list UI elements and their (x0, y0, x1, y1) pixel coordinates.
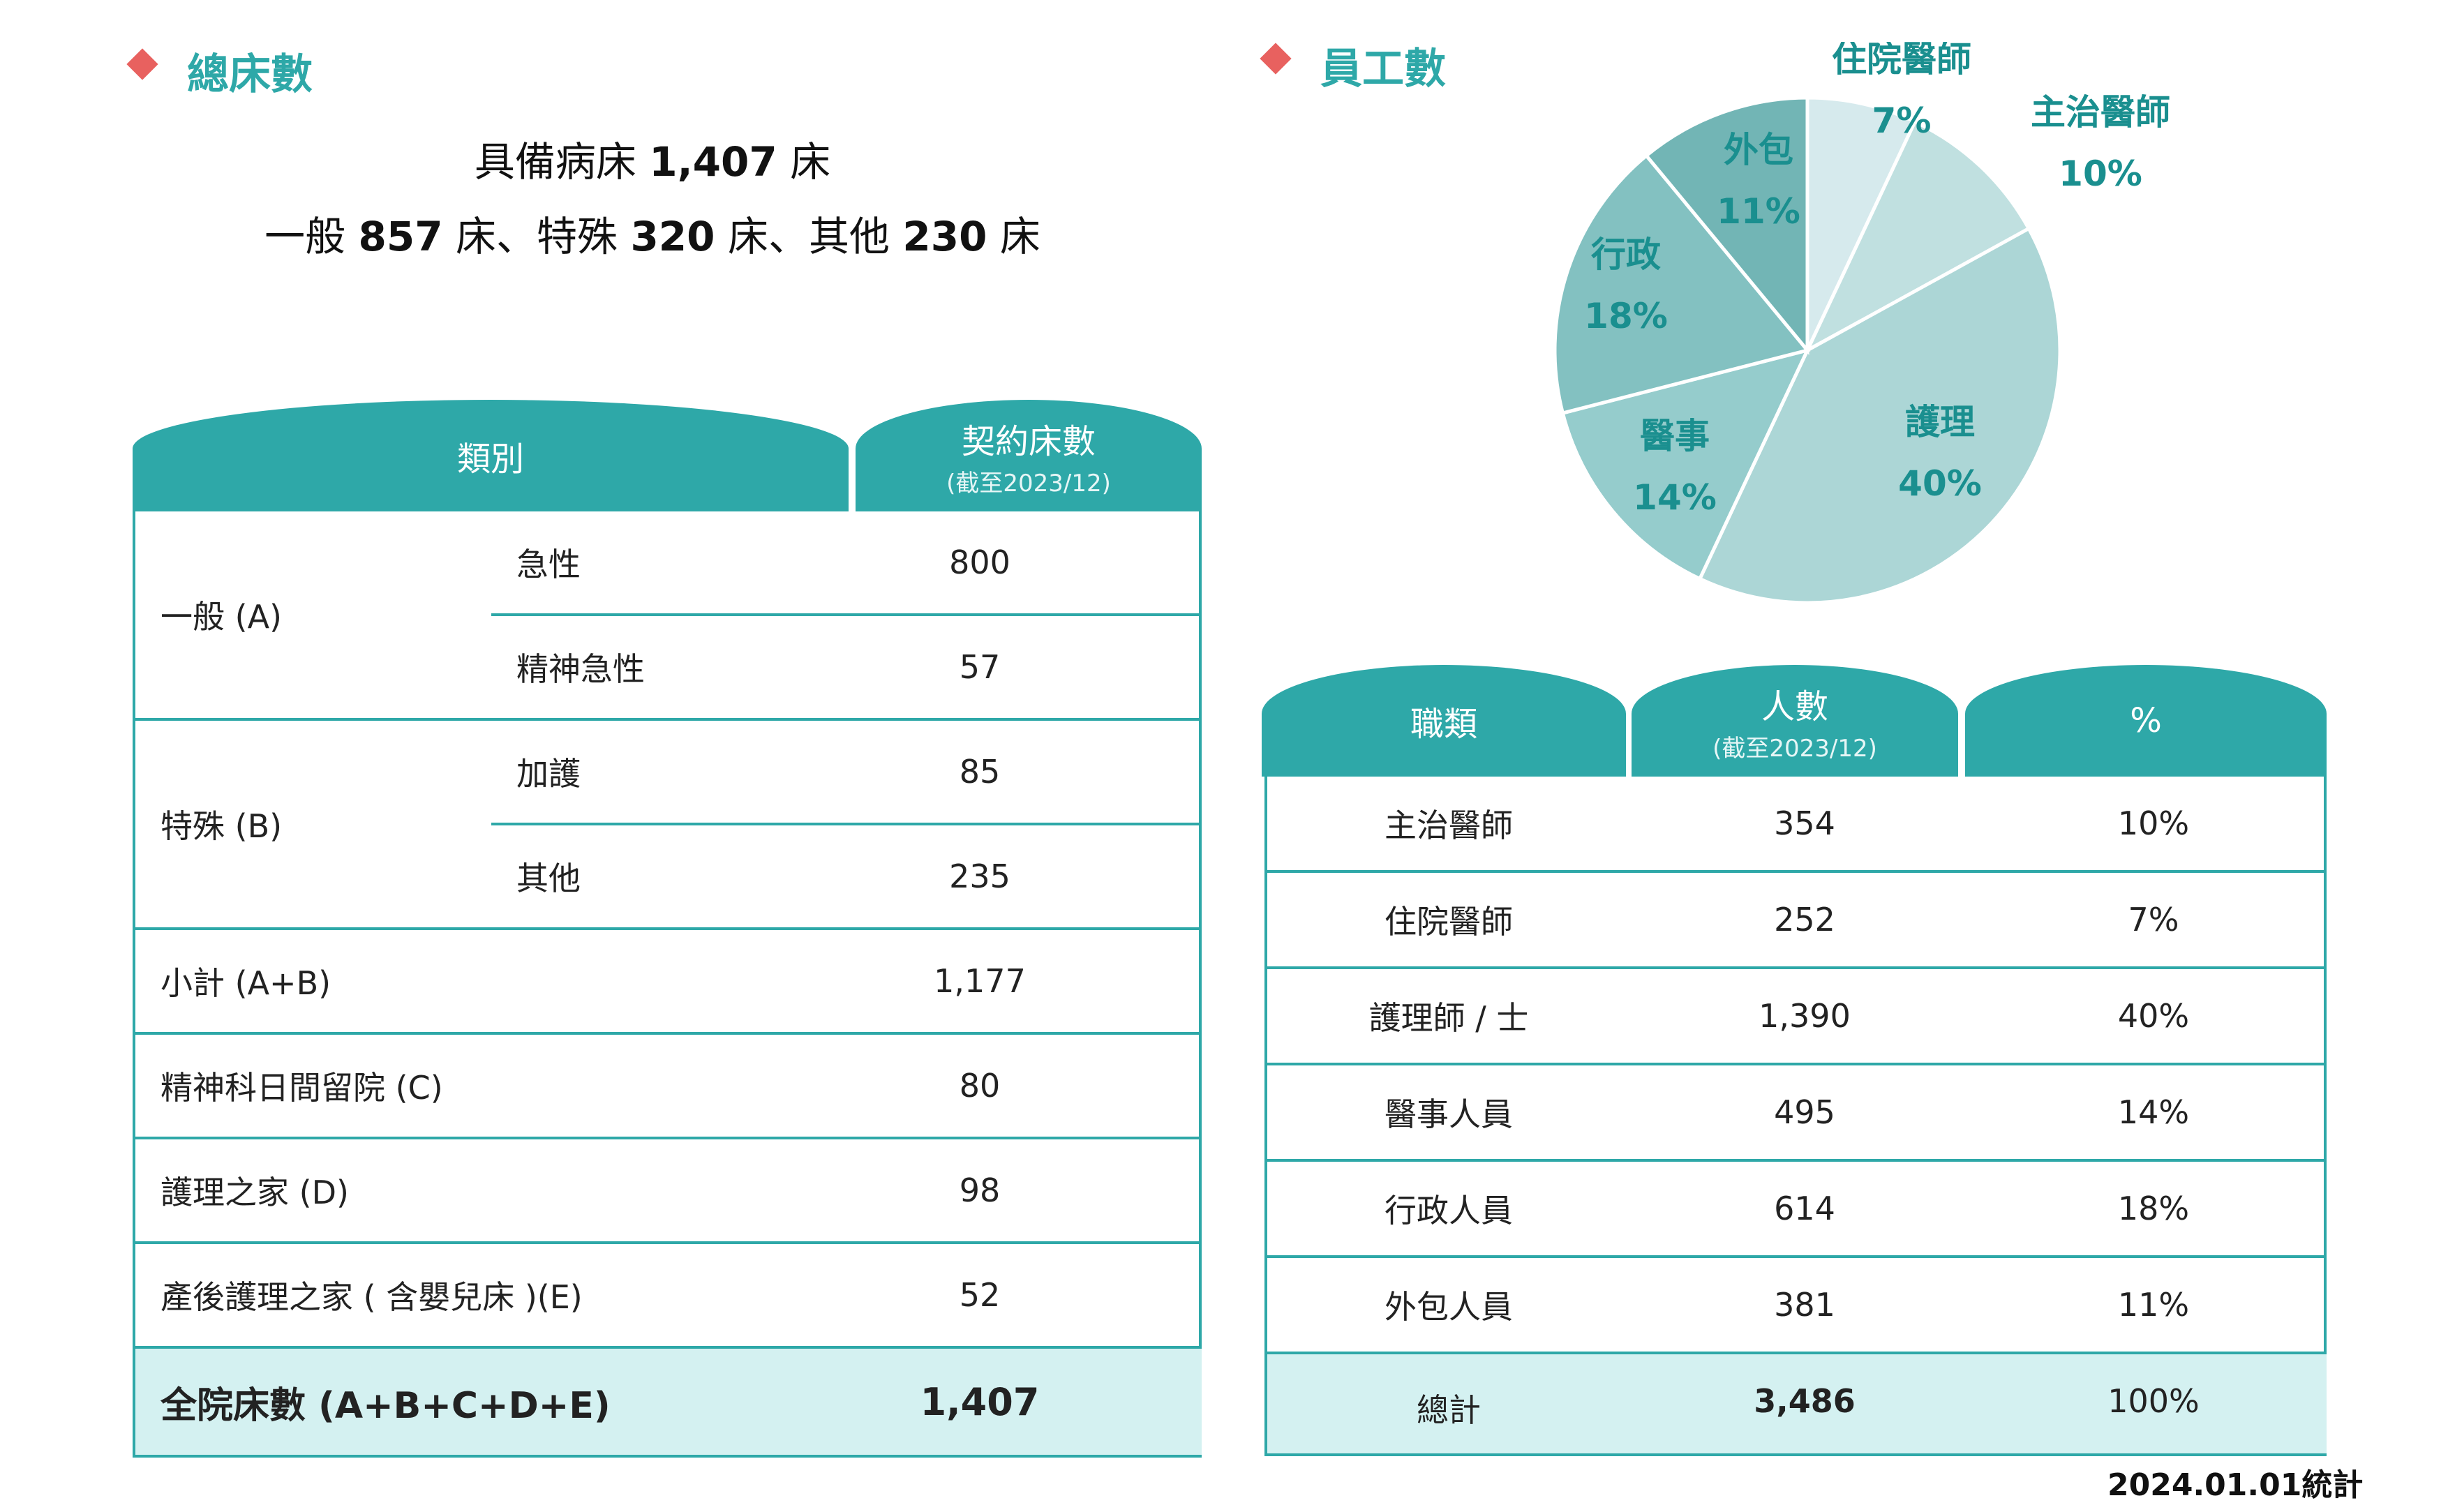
pie-slice-label: 外包 (1724, 130, 1793, 170)
staff-section-title: 員工數 (1320, 45, 1446, 93)
group-label-general: 一般 (A) (161, 598, 282, 636)
row-value-nursing-home: 98 (959, 1172, 1001, 1209)
beds-header-category: 類別 (133, 400, 849, 511)
row-divider (491, 613, 1202, 616)
staff-total-count: 3,486 (1754, 1382, 1856, 1420)
row-divider (1267, 1255, 2327, 1258)
row-value-psych-acute: 57 (959, 648, 1001, 686)
staff-row-count: 252 (1774, 901, 1835, 938)
pie-slice (1803, 119, 2031, 354)
pie-slice (1697, 226, 2062, 605)
beds-total-value: 1,407 (920, 1379, 1040, 1424)
beds-total-row: 全院床數 (A+B+C+D+E) 1,407 (135, 1349, 1202, 1455)
staff-table: 主治醫師 354 10% 住院醫師 252 7% 護理師 / 士 1,390 4… (1264, 777, 2327, 1456)
row-label-subtotal: 小計 (A+B) (161, 964, 331, 1002)
row-divider (491, 823, 1202, 825)
row-value-acute: 800 (949, 544, 1010, 581)
row-value-day-care: 80 (959, 1067, 1001, 1105)
section-marker-icon (1260, 43, 1292, 75)
row-divider (1267, 1063, 2327, 1065)
row-divider (1267, 1352, 2327, 1354)
row-value-icu: 85 (959, 753, 1001, 791)
row-label-postpartum: 產後護理之家 ( 含嬰兒床 )(E) (161, 1278, 583, 1316)
beds-table: 一般 (A) 急性 800 精神急性 57 特殊 (B) 加護 85 其他 23… (133, 511, 1202, 1458)
row-divider (135, 1346, 1202, 1349)
staff-row-count: 495 (1774, 1093, 1835, 1131)
staff-header-count: 人數 (截至2023/12) (1632, 665, 1958, 777)
staff-row-percent: 40% (2117, 997, 2190, 1035)
beds-summary-line2: 一般 857 床、特殊 320 床、其他 230 床 (264, 213, 1040, 260)
staff-row-percent: 14% (2117, 1093, 2190, 1131)
row-divider (1267, 1159, 2327, 1162)
row-divider (135, 927, 1202, 930)
beds-section-title: 總床數 (187, 50, 313, 99)
row-divider (135, 1137, 1202, 1139)
pie-slice-value: 11% (1717, 191, 1800, 232)
staff-row-percent: 18% (2117, 1190, 2190, 1227)
staff-row-percent: 7% (2128, 901, 2179, 938)
staff-row-job: 護理師 / 士 (1368, 999, 1529, 1037)
staff-total-label: 總計 (1417, 1391, 1481, 1429)
pie-slice-value: 14% (1633, 477, 1717, 518)
pie-slice (1560, 347, 1811, 581)
staff-row-job: 住院醫師 (1385, 903, 1513, 941)
staff-row-count: 1,390 (1759, 997, 1851, 1035)
pie-slice (1553, 153, 1811, 416)
group-label-special: 特殊 (B) (161, 807, 283, 845)
staff-row-percent: 10% (2117, 804, 2190, 842)
beds-summary-line1: 具備病床 1,407 床 (474, 138, 831, 186)
staff-row-percent: 11% (2117, 1286, 2190, 1324)
pie-slice-value: 10% (2059, 154, 2142, 194)
staff-total-row: 總計 3,486 100% (1267, 1354, 2327, 1453)
staff-footnote: 2024.01.01統計 (2107, 1467, 2364, 1503)
pie-slice-label: 護理 (1905, 402, 1975, 442)
beds-header-contract: 契約床數 (截至2023/12) (856, 400, 1202, 511)
staff-row-job: 醫事人員 (1385, 1095, 1513, 1133)
pie-slice-value: 7% (1872, 100, 1932, 141)
beds-total-label: 全院床數 (A+B+C+D+E) (161, 1384, 611, 1427)
pie-slice-label: 行政 (1591, 234, 1661, 275)
row-label-nursing-home: 護理之家 (D) (161, 1174, 349, 1211)
pie-slice-label: 主治醫師 (2031, 92, 2170, 133)
row-value-other: 235 (949, 858, 1010, 895)
staff-row-count: 381 (1774, 1286, 1835, 1324)
staff-header-percent: % (1965, 665, 2327, 777)
row-value-subtotal: 1,177 (934, 962, 1026, 1000)
pie-slice-label: 住院醫師 (1832, 42, 1971, 80)
pie-slice (1805, 96, 1918, 352)
pie-slice-value: 40% (1898, 463, 1982, 504)
staff-total-percent: 100% (2107, 1382, 2200, 1420)
row-name-other: 其他 (516, 860, 581, 897)
row-name-acute: 急性 (516, 546, 581, 583)
staff-row-count: 354 (1774, 804, 1835, 842)
staff-header-job: 職類 (1262, 665, 1626, 777)
row-label-day-care: 精神科日間留院 (C) (161, 1069, 443, 1107)
pie-slice (1643, 96, 1809, 355)
row-divider (1267, 966, 2327, 969)
section-marker-icon (126, 48, 158, 80)
row-divider (135, 1241, 1202, 1244)
staff-pie-chart: 住院醫師 7% 主治醫師 10% 護理 40% 醫事 14% 行政 18% 外包 11% (1553, 42, 2170, 605)
row-value-postpartum: 52 (959, 1276, 1001, 1314)
staff-row-count: 614 (1774, 1190, 1835, 1227)
row-divider (1267, 870, 2327, 873)
row-name-icu: 加護 (516, 755, 581, 793)
staff-row-job: 外包人員 (1385, 1288, 1513, 1326)
row-name-psych-acute: 精神急性 (516, 650, 645, 688)
pie-slice-label: 醫事 (1640, 416, 1710, 456)
pie-slice-value: 18% (1584, 296, 1668, 336)
row-divider (135, 718, 1202, 721)
staff-row-job: 主治醫師 (1385, 807, 1513, 844)
staff-row-job: 行政人員 (1385, 1192, 1513, 1229)
row-divider (135, 1032, 1202, 1035)
